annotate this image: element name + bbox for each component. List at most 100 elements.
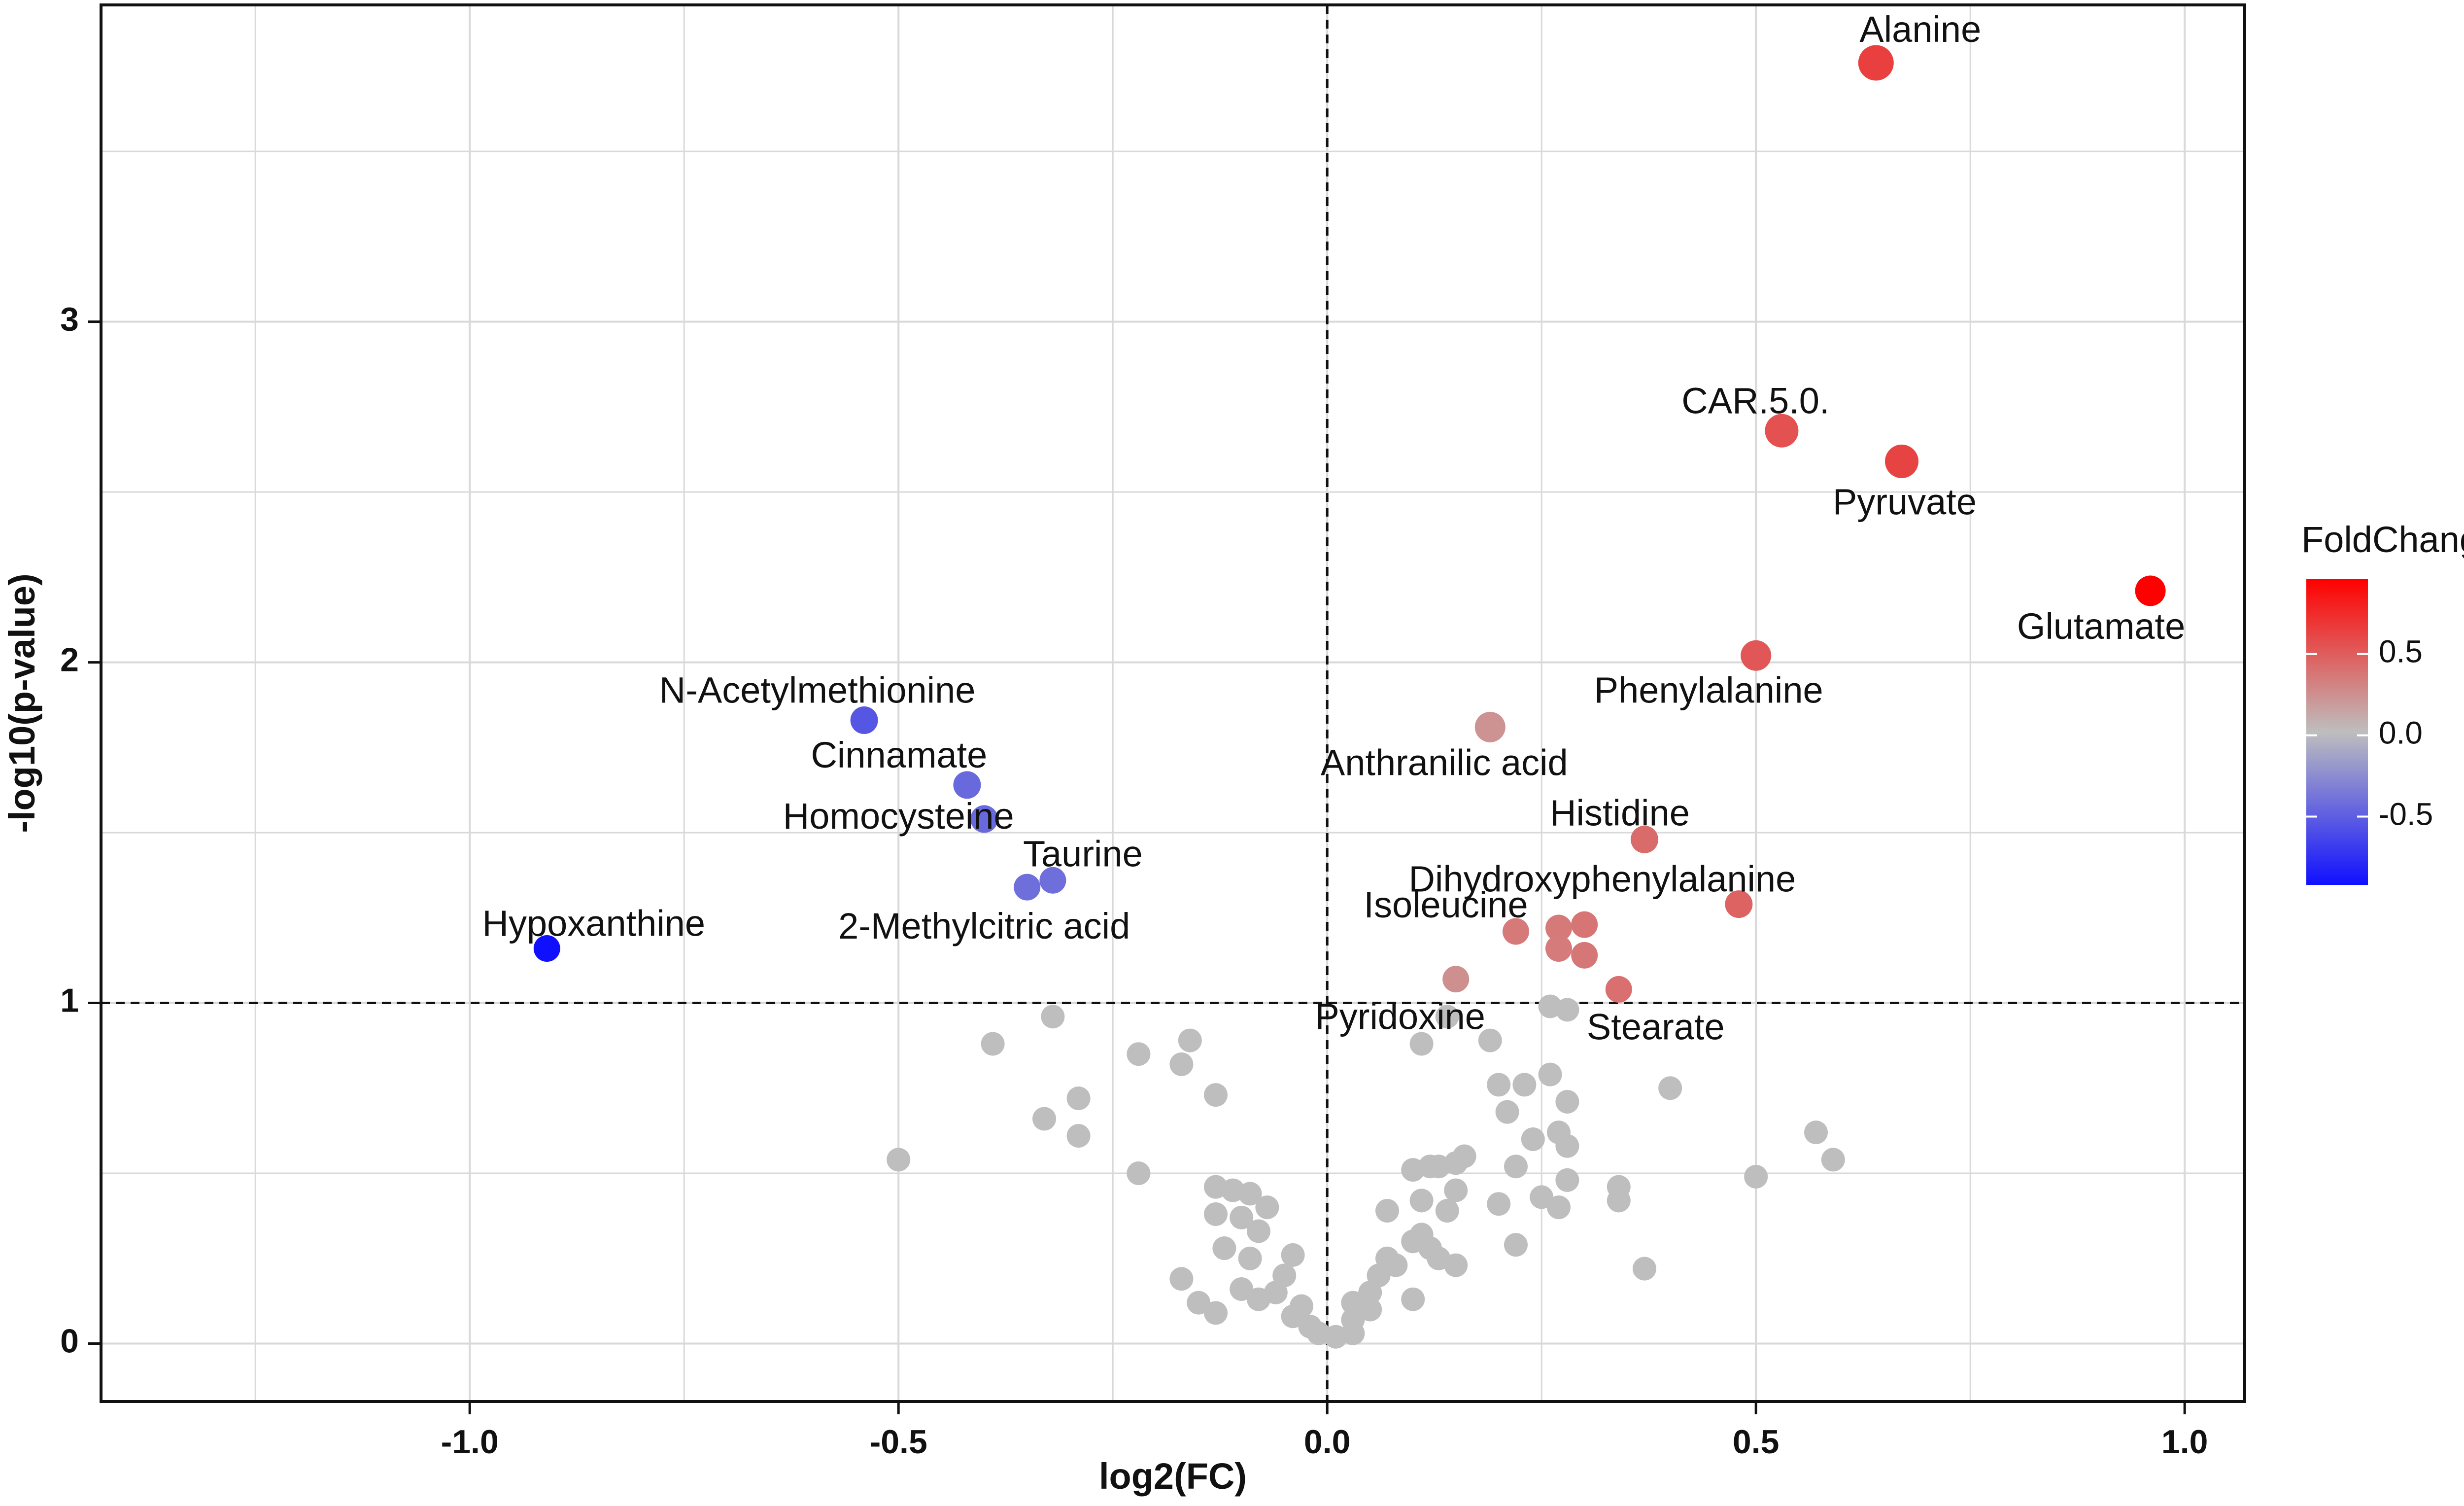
legend-tick-label: 0.0 [2379, 715, 2423, 751]
nonsignificant-point [1504, 1233, 1528, 1257]
nonsignificant-point [1435, 1199, 1459, 1223]
x-tick-label: 0.5 [1733, 1423, 1780, 1461]
point-label: Cinnamate [811, 735, 987, 775]
point-label: 2-Methylcitric acid [838, 906, 1130, 946]
point-isoleucine [1503, 918, 1529, 945]
nonsignificant-point [1555, 1134, 1579, 1158]
nonsignificant-point [1555, 998, 1579, 1022]
point-label: Pyruvate [1833, 481, 1977, 522]
point-label: N-Acetylmethionine [659, 670, 976, 711]
nonsignificant-point [1409, 1032, 1434, 1056]
nonsignificant-point [1290, 1294, 1313, 1318]
point-label: Dihydroxyphenylalanine [1409, 859, 1796, 900]
nonsignificant-point [1066, 1086, 1091, 1111]
point-dihydroxyphenylalanine [1725, 890, 1753, 918]
significant-point [1545, 935, 1572, 962]
nonsignificant-point [1555, 1089, 1579, 1114]
y-tick-label: 0 [60, 1323, 79, 1360]
nonsignificant-point [1169, 1052, 1194, 1076]
point-car-5-0- [1765, 414, 1799, 448]
nonsignificant-point [1409, 1189, 1434, 1213]
nonsignificant-point [1487, 1192, 1511, 1216]
point-anthranilic-acid [1474, 711, 1506, 742]
point-label: Glutamate [2017, 606, 2185, 647]
point-homocysteine [970, 805, 998, 833]
significant-point [1571, 911, 1598, 938]
point-hypoxanthine [533, 935, 560, 962]
point-label: Stearate [1587, 1006, 1725, 1047]
y-axis-title: -log10(p-value) [1, 573, 42, 833]
point-alanine [1858, 45, 1894, 81]
legend-colorbar [2306, 579, 2368, 885]
nonsignificant-point [1633, 1257, 1656, 1281]
nonsignificant-point [1804, 1121, 1828, 1145]
nonsignificant-point [1247, 1219, 1270, 1243]
point-histidine [1631, 825, 1658, 853]
nonsignificant-point [1187, 1291, 1211, 1315]
axes: -1.0 -0.5 0.0 0.5 1.0 0 1 2 3 log2(FC) -log10(p-va… [1, 301, 2208, 1497]
legend-ticks: 0.5 0.0 -0.5 [2306, 634, 2433, 832]
significant-point [1571, 942, 1598, 969]
x-axis-title: log2(FC) [1099, 1456, 1247, 1497]
nonsignificant-point [1452, 1144, 1476, 1168]
y-tick-label: 3 [60, 301, 79, 338]
nonsignificant-point [1204, 1202, 1228, 1226]
point-2-methylcitric-acid [1014, 874, 1041, 901]
nonsignificant-point [1341, 1291, 1365, 1315]
point-pyridoxine [1442, 966, 1470, 993]
nonsignificant-point [1127, 1042, 1151, 1066]
legend: FoldChange 0.5 0.0 -0.5 [2301, 519, 2464, 885]
nonsignificant-point [1521, 1127, 1545, 1151]
nonsignificant-point [1504, 1155, 1528, 1179]
point-label: Histidine [1550, 792, 1690, 833]
nonsignificant-point [1401, 1287, 1425, 1311]
nonsignificant-point [1530, 1185, 1554, 1209]
nonsignificant-point [1041, 1005, 1065, 1029]
x-tick-label: -0.5 [870, 1423, 927, 1461]
point-phenylalanine [1741, 640, 1772, 671]
point-cinnamate [953, 771, 981, 799]
nonsignificant-point [1444, 1178, 1468, 1202]
nonsignificant-point [1538, 1062, 1562, 1086]
nonsignificant-point [1744, 1164, 1768, 1189]
nonsignificant-point [1607, 1189, 1631, 1213]
point-labels: Alanine CAR.5.0. Pyruvate Glutamate Phenylal… [482, 9, 2186, 1047]
data-points [533, 45, 2166, 1349]
nonsignificant-point [1821, 1148, 1845, 1172]
nonsignificant-point [1255, 1195, 1279, 1220]
nonsignificant-point [1032, 1107, 1056, 1131]
nonsignificant-point [887, 1148, 911, 1172]
x-tick-label: 0.0 [1304, 1423, 1351, 1461]
nonsignificant-point [1435, 1005, 1459, 1029]
point-label: Homocysteine [783, 796, 1014, 837]
nonsignificant-point [1230, 1205, 1254, 1229]
threshold-lines [101, 5, 2245, 1401]
point-label: Isoleucine [1364, 884, 1528, 925]
nonsignificant-point [981, 1032, 1005, 1056]
nonsignificant-point [1495, 1100, 1519, 1124]
legend-tick-label: -0.5 [2379, 796, 2433, 832]
nonsignificant-point [1127, 1161, 1151, 1186]
nonsignificant-point [1204, 1083, 1228, 1107]
point-label: Taurine [1023, 833, 1143, 874]
nonsignificant-point [1247, 1287, 1270, 1311]
point-label: Anthranilic acid [1321, 742, 1568, 783]
y-tick-label: 2 [60, 641, 79, 679]
point-glutamate [2135, 575, 2166, 606]
point-label: Hypoxanthine [482, 903, 706, 944]
nonsignificant-point [1281, 1243, 1305, 1267]
point-label: CAR.5.0. [1681, 380, 1829, 421]
nonsignificant-point [1547, 1195, 1571, 1220]
point-label: Phenylalanine [1594, 669, 1823, 710]
nonsignificant-point [1212, 1236, 1236, 1261]
point-pyruvate [1885, 444, 1918, 478]
nonsignificant-point [1658, 1076, 1682, 1100]
x-tick-label: -1.0 [441, 1423, 499, 1461]
significant-point [1545, 914, 1572, 942]
nonsignificant-point [1375, 1246, 1399, 1270]
nonsignificant-point [1178, 1028, 1202, 1052]
nonsignificant-point [1341, 1308, 1365, 1332]
point-taurine [1039, 867, 1066, 894]
